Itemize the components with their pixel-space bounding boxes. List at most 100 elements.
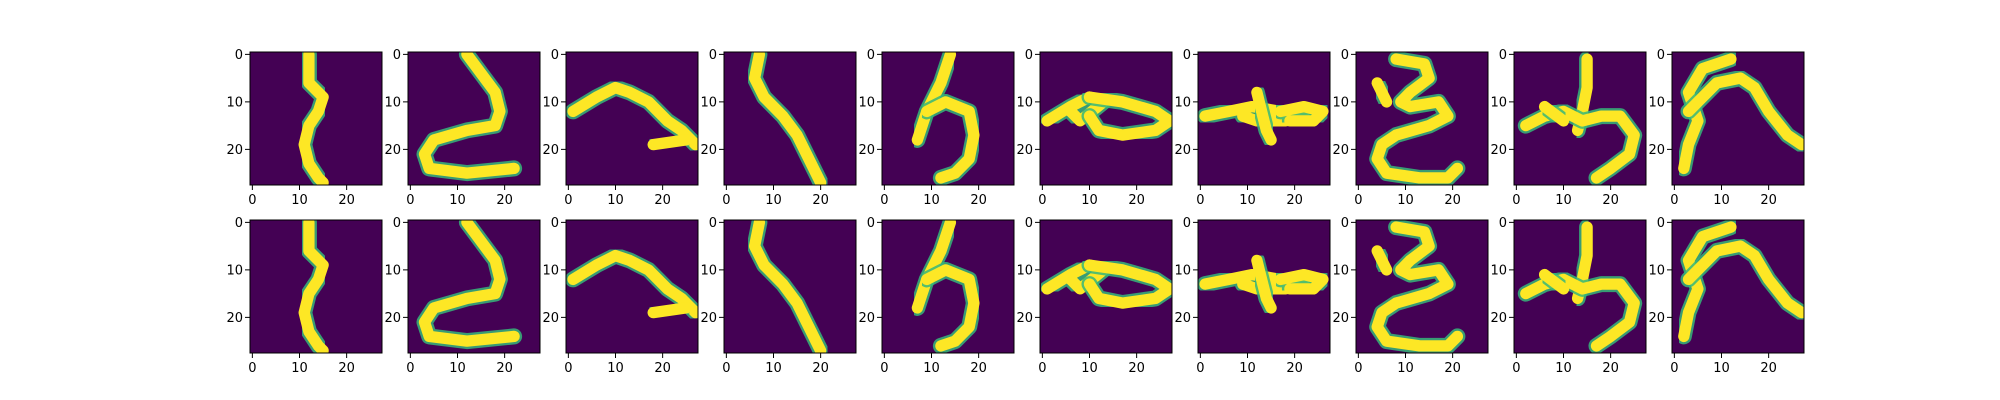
- panel-frame: [1039, 219, 1173, 354]
- y-tick-label: 0: [1183, 216, 1191, 231]
- glyph-stroke: [1538, 268, 1570, 295]
- x-tick-label: 20: [1444, 193, 1461, 208]
- panel-frame: [249, 219, 383, 354]
- x-tick-label: 0: [1670, 361, 1678, 376]
- image-panel: 0 10 20 0 10 20: [858, 216, 1015, 376]
- image-panel: 0 10 20 0 10 20: [542, 216, 699, 376]
- x-tick-label: 20: [1128, 193, 1145, 208]
- panel-strokes: [296, 220, 332, 353]
- panel-strokes: [909, 52, 982, 185]
- x-tick-label: 20: [970, 193, 987, 208]
- panel-strokes: [746, 52, 829, 185]
- panel-frame: [723, 219, 857, 354]
- x-tick-label: 20: [1444, 361, 1461, 376]
- y-tick-label: 10: [1174, 95, 1191, 110]
- y-tick-label: 20: [1016, 143, 1033, 158]
- panel-image-background: [566, 220, 698, 353]
- y-tick-label: 10: [1016, 95, 1033, 110]
- image-panel: 0 10 20 0 10 20: [1648, 216, 1805, 376]
- x-tick-label: 10: [1555, 193, 1572, 208]
- y-tick-label: 20: [542, 311, 559, 326]
- x-tick-label: 10: [449, 193, 466, 208]
- glyph-stroke: [1083, 259, 1172, 309]
- y-tick-label: 0: [551, 48, 559, 63]
- y-tick-label: 10: [542, 263, 559, 278]
- y-tick-label: 20: [1648, 311, 1665, 326]
- glyph-stroke: [1251, 86, 1277, 146]
- x-tick-label: 10: [607, 193, 624, 208]
- x-tick-label: 0: [1354, 361, 1362, 376]
- x-tick-label: 0: [1196, 361, 1204, 376]
- y-tick-label: 0: [1025, 48, 1033, 63]
- panel-frame: [1671, 51, 1805, 186]
- panel-strokes: [1369, 52, 1466, 185]
- y-tick-label: 0: [709, 48, 717, 63]
- x-tick-label: 10: [291, 361, 308, 376]
- y-tick-label: 20: [226, 143, 243, 158]
- glyph-stroke: [1371, 53, 1464, 184]
- image-panel: 0 10 20 0 10 20: [384, 48, 541, 208]
- panel-frame: [723, 51, 857, 186]
- y-tick-label: 10: [1332, 263, 1349, 278]
- x-tick-label: 0: [1670, 193, 1678, 208]
- glyph-stroke: [1371, 221, 1464, 352]
- x-tick-label: 0: [248, 193, 256, 208]
- y-tick-label: 10: [700, 95, 717, 110]
- x-tick-label: 10: [1555, 361, 1572, 376]
- panel-strokes: [1675, 52, 1804, 177]
- panel-strokes: [1517, 220, 1643, 353]
- x-tick-label: 10: [1397, 361, 1414, 376]
- y-tick-label: 20: [1490, 311, 1507, 326]
- panel-strokes: [1517, 52, 1643, 185]
- glyph-stroke: [1682, 240, 1804, 319]
- x-tick-label: 0: [1038, 193, 1046, 208]
- x-tick-label: 20: [1286, 193, 1303, 208]
- x-tick-label: 20: [496, 361, 513, 376]
- panel-strokes: [566, 79, 698, 153]
- y-tick-label: 0: [709, 216, 717, 231]
- x-tick-label: 0: [1512, 361, 1520, 376]
- panel-frame: [1039, 51, 1173, 186]
- y-tick-label: 20: [1332, 311, 1349, 326]
- glyph-stroke: [921, 96, 980, 184]
- image-panel: 0 10 20 0 10 20: [226, 48, 383, 208]
- x-tick-label: 0: [1196, 193, 1204, 208]
- x-tick-label: 0: [1354, 193, 1362, 208]
- glyph-stroke: [1274, 100, 1329, 127]
- y-tick-label: 0: [393, 48, 401, 63]
- y-tick-label: 0: [1025, 216, 1033, 231]
- glyph-stroke: [1538, 100, 1570, 127]
- x-tick-label: 0: [1038, 361, 1046, 376]
- y-tick-label: 0: [1341, 216, 1349, 231]
- glyph-stroke: [748, 52, 827, 185]
- image-panel: 0 10 20 0 10 20: [1174, 216, 1331, 376]
- y-tick-label: 20: [226, 311, 243, 326]
- glyph-stroke: [418, 52, 520, 179]
- image-panel: 0 10 20 0 10 20: [1648, 48, 1805, 208]
- y-tick-label: 20: [1016, 311, 1033, 326]
- panel-image-background: [566, 52, 698, 185]
- glyph-stroke: [911, 220, 957, 314]
- x-tick-label: 0: [880, 193, 888, 208]
- y-tick-label: 10: [1332, 95, 1349, 110]
- image-panel: 0 10 20 0 10 20: [1332, 216, 1489, 376]
- panel-strokes: [566, 247, 698, 321]
- image-panel: 0 10 20 0 10 20: [700, 48, 857, 208]
- y-tick-label: 0: [235, 48, 243, 63]
- x-tick-label: 20: [1760, 193, 1777, 208]
- glyph-stroke: [298, 52, 329, 185]
- image-panel: 0 10 20 0 10 20: [542, 48, 699, 208]
- x-tick-label: 0: [564, 193, 572, 208]
- glyph-stroke: [567, 249, 698, 319]
- y-tick-label: 10: [226, 95, 243, 110]
- glyph-stroke: [1682, 72, 1804, 151]
- y-tick-label: 10: [384, 263, 401, 278]
- x-tick-label: 10: [765, 361, 782, 376]
- panel-strokes: [416, 220, 523, 350]
- glyph-stroke: [911, 52, 957, 146]
- y-tick-label: 10: [226, 263, 243, 278]
- x-tick-label: 10: [1713, 361, 1730, 376]
- y-tick-label: 0: [1183, 48, 1191, 63]
- y-tick-label: 0: [235, 216, 243, 231]
- x-tick-label: 10: [1397, 193, 1414, 208]
